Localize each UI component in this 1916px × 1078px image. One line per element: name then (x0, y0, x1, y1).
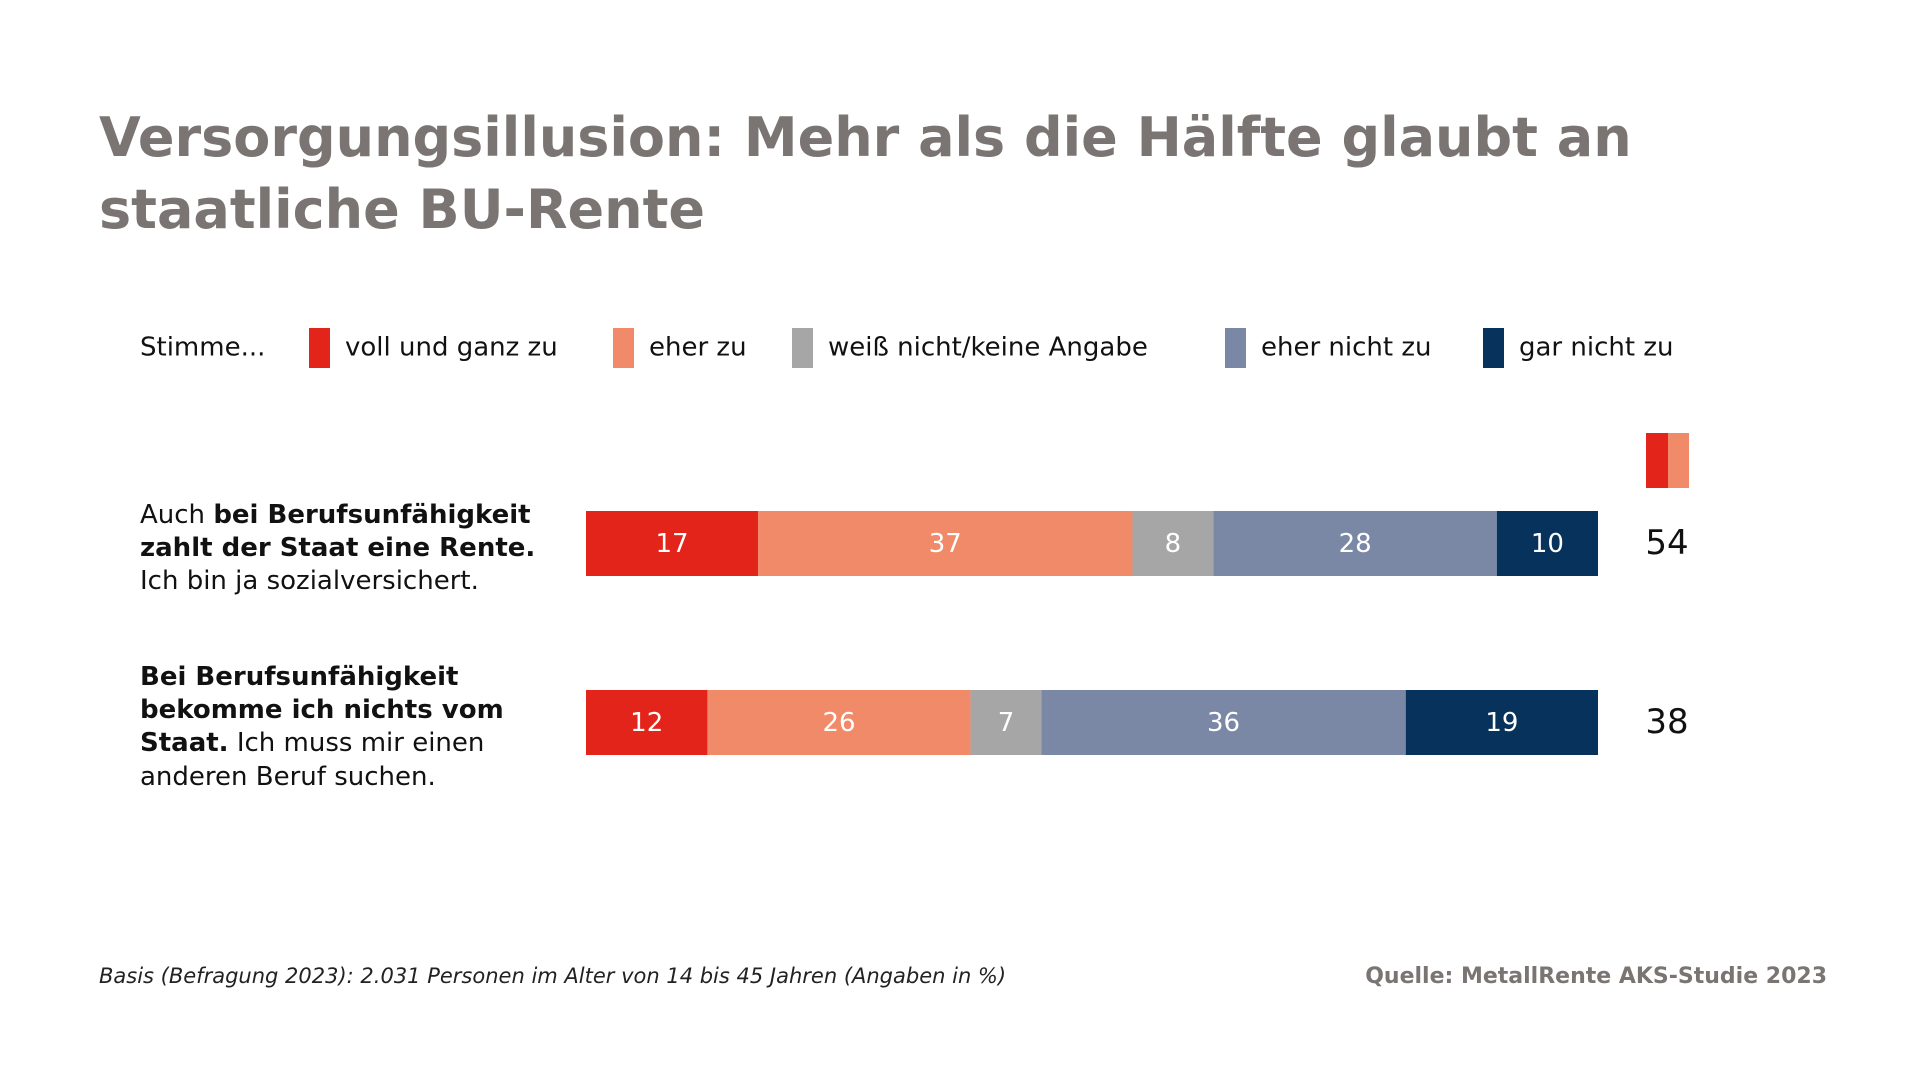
source: Quelle: MetallRente AKS-Studie 2023 (1365, 964, 1827, 989)
chart-title-line: staatliche BU-Rente (99, 178, 705, 241)
bar-segment (586, 690, 708, 755)
legend-label: eher nicht zu (1261, 333, 1432, 363)
category-label: Staat. Ich muss mir einen (140, 728, 484, 758)
legend-label: weiß nicht/keine Angabe (828, 333, 1148, 363)
bar-segment (1496, 511, 1598, 576)
value-label: 19 (1485, 708, 1518, 738)
legend-swatch (1483, 328, 1504, 368)
category-label-part: bekomme ich nichts vom (140, 695, 504, 725)
legend-swatch (309, 328, 330, 368)
category-label-part: anderen Beruf suchen. (140, 762, 436, 792)
category-label-part: Staat. (140, 728, 229, 758)
category-label: bekomme ich nichts vom (140, 695, 504, 725)
legend-label: eher zu (649, 333, 747, 363)
bar-segment (758, 511, 1133, 576)
legend-label: voll und ganz zu (345, 333, 558, 363)
category-label: zahlt der Staat eine Rente. (140, 533, 535, 563)
total-label: 54 (1645, 523, 1688, 563)
value-label: 12 (630, 708, 663, 738)
value-label: 17 (655, 529, 688, 559)
bar-segment (1405, 690, 1598, 755)
value-label: 26 (822, 708, 855, 738)
category-label-part: Ich bin ja sozialversichert. (140, 566, 479, 596)
total-label: 38 (1645, 702, 1688, 742)
bar-segment (586, 511, 759, 576)
value-label: 10 (1531, 529, 1564, 559)
bar-segment (1132, 511, 1214, 576)
category-label-part: Ich muss mir einen (229, 728, 485, 758)
value-label: 36 (1207, 708, 1240, 738)
totals-icon (1668, 433, 1689, 488)
category-label: Auch bei Berufsunfähigkeit (140, 500, 531, 530)
legend-label: gar nicht zu (1519, 333, 1673, 363)
category-label: anderen Beruf suchen. (140, 762, 436, 792)
category-label-part: Auch (140, 500, 213, 530)
bar-segment (1041, 690, 1406, 755)
bar-segment (1213, 511, 1497, 576)
value-label: 7 (998, 708, 1015, 738)
legend-prefix: Stimme... (140, 333, 265, 363)
footnote: Basis (Befragung 2023): 2.031 Personen i… (99, 964, 1006, 988)
chart-title-line: Versorgungsillusion: Mehr als die Hälfte… (99, 106, 1632, 169)
category-label-part: bei Berufsunfähigkeit (213, 500, 530, 530)
legend-swatch (1225, 328, 1246, 368)
category-label-part: Bei Berufsunfähigkeit (140, 662, 458, 692)
value-label: 28 (1339, 529, 1372, 559)
value-label: 8 (1165, 529, 1182, 559)
category-label: Bei Berufsunfähigkeit (140, 662, 458, 692)
bar-segment (970, 690, 1042, 755)
legend-swatch (792, 328, 813, 368)
category-label: Ich bin ja sozialversichert. (140, 566, 479, 596)
totals-icon (1646, 433, 1668, 488)
bar-segment (707, 690, 971, 755)
value-label: 37 (929, 529, 962, 559)
category-label-part: zahlt der Staat eine Rente. (140, 533, 535, 563)
legend-swatch (613, 328, 634, 368)
